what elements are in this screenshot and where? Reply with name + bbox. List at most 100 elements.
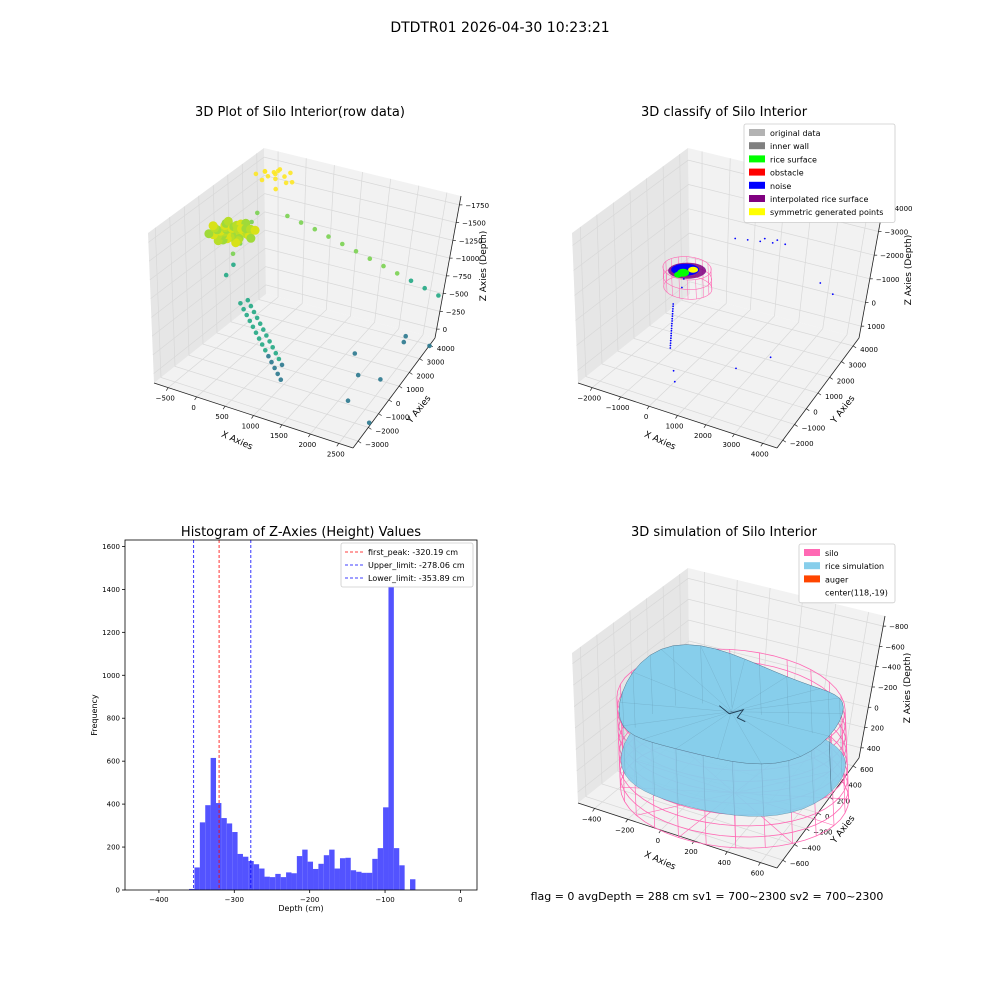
histogram-bar bbox=[232, 832, 238, 890]
raw-data-point bbox=[276, 356, 282, 362]
raw-data-x-tick bbox=[336, 443, 340, 447]
rice-mesh-line bbox=[717, 711, 732, 759]
classify-legend-swatch bbox=[749, 142, 765, 150]
raw-data-point bbox=[273, 350, 279, 356]
simulation-legend-swatch bbox=[804, 575, 820, 583]
simulation-legend-frame bbox=[798, 543, 896, 604]
raw-data-y-tick-label: 1000 bbox=[406, 386, 424, 394]
classify-x-gridline bbox=[762, 192, 872, 444]
raw-data-points bbox=[204, 167, 441, 426]
classify-noise-point bbox=[671, 312, 674, 315]
raw-data-x-tick-label: 0 bbox=[191, 404, 195, 412]
raw-data-point bbox=[401, 339, 407, 345]
rice-mesh-line bbox=[729, 653, 733, 708]
raw-data-point bbox=[355, 372, 361, 378]
classify-y-gridline bbox=[579, 226, 783, 441]
histogram-bar bbox=[259, 868, 265, 890]
classify-legend-swatch bbox=[749, 208, 765, 216]
classify-x-tick-label: −2000 bbox=[577, 395, 601, 403]
raw-data-point bbox=[249, 219, 254, 225]
histogram-frame bbox=[124, 539, 478, 891]
raw-data-y-tick bbox=[388, 399, 393, 403]
raw-data-point bbox=[283, 180, 289, 186]
silo-strut bbox=[616, 698, 621, 788]
classify-x-gridline bbox=[591, 151, 703, 388]
raw-data-ylabel: Y Axies bbox=[405, 394, 434, 427]
histogram-bar bbox=[226, 823, 233, 890]
classify-symmetric-points bbox=[688, 266, 699, 273]
raw-data-y-tick bbox=[368, 427, 372, 430]
rice-mesh-line bbox=[673, 645, 676, 706]
classify-noise-point bbox=[771, 242, 774, 244]
simulation-x-tick-label: 400 bbox=[718, 859, 731, 867]
classify-legend-swatch bbox=[749, 168, 765, 176]
histogram-x-tick-label: −400 bbox=[149, 896, 168, 904]
raw-data-x-tick-label: 2500 bbox=[327, 450, 345, 458]
rice-mesh-line bbox=[811, 750, 814, 805]
histogram-x-tick-label: −300 bbox=[225, 896, 244, 904]
classify-y-tick-label: 1000 bbox=[825, 393, 843, 401]
classify-z-gridline bbox=[575, 232, 870, 321]
histogram-bar bbox=[199, 822, 206, 890]
classify-legend-frame bbox=[743, 123, 896, 223]
classify-legend-label: symmetric generated points bbox=[770, 208, 883, 217]
status-footer: flag = 0 avgDepth = 288 cm sv1 = 700~230… bbox=[531, 890, 884, 903]
classify-noise-point bbox=[763, 237, 766, 240]
classify-noise-point bbox=[670, 327, 673, 330]
raw-data-point bbox=[238, 301, 243, 306]
raw-data-y-tick-label: −3000 bbox=[365, 441, 389, 449]
histogram-bar bbox=[307, 861, 314, 890]
raw-data-point bbox=[261, 327, 266, 332]
raw-data-point bbox=[266, 353, 271, 359]
raw-data-zlabel: Z Axies (Depth) bbox=[479, 231, 489, 302]
raw-data-point bbox=[250, 225, 260, 235]
raw-data-z-gridline bbox=[148, 174, 457, 262]
histogram-x-tick-label: −100 bbox=[375, 896, 394, 904]
raw-data-point bbox=[272, 365, 277, 371]
classify-x-tick bbox=[646, 406, 650, 410]
classify-silo-strut bbox=[678, 278, 681, 299]
histogram-bar bbox=[361, 872, 367, 890]
classify-silo-strut bbox=[662, 268, 665, 289]
raw-data-z-tick-label: −1000 bbox=[456, 255, 480, 263]
histogram-y-tick-label: 1600 bbox=[102, 543, 120, 551]
classify-noise-point bbox=[776, 239, 779, 242]
classify-left-pane bbox=[572, 148, 690, 383]
histogram-bar bbox=[410, 879, 416, 890]
rice-mesh-line bbox=[731, 659, 745, 712]
classify-legend-label: original data bbox=[770, 129, 821, 138]
classify-y-tick-label: 3000 bbox=[848, 362, 866, 370]
rice-mesh-line bbox=[675, 748, 679, 804]
raw-data-point bbox=[279, 362, 285, 368]
classify-silo-strut bbox=[702, 277, 704, 298]
raw-data-axes: −500 0 500 1000 1500 2000 2500 −3000 −2000 −1000 0… bbox=[148, 148, 489, 458]
classify-noise-point bbox=[671, 320, 673, 322]
raw-data-point bbox=[285, 213, 290, 219]
rice-mesh-line bbox=[786, 676, 789, 724]
silo-strut bbox=[844, 710, 850, 799]
classify-legend-label: inner wall bbox=[770, 142, 809, 151]
rice-mesh-line bbox=[731, 711, 762, 764]
rice-crater bbox=[719, 705, 746, 723]
simulation-x-tick bbox=[758, 862, 761, 866]
raw-data-z-gridline bbox=[149, 193, 453, 281]
histogram-legend-frame bbox=[340, 542, 474, 588]
raw-data-point bbox=[298, 220, 304, 225]
histogram-y-tick-label: 800 bbox=[107, 715, 120, 723]
classify-noise-point bbox=[672, 308, 674, 310]
raw-data-point bbox=[352, 351, 358, 356]
simulation-zlabel: Z Axies (Depth) bbox=[903, 653, 913, 724]
classify-y-tick bbox=[794, 424, 798, 427]
raw-data-point bbox=[241, 306, 246, 312]
raw-data-point bbox=[273, 176, 278, 182]
classify-x-gridline bbox=[620, 158, 731, 398]
rice-mesh-line bbox=[642, 711, 732, 740]
raw-data-point bbox=[247, 318, 253, 324]
panel-histogram: Histogram of Z-Axies (Height) Values −40… bbox=[90, 525, 478, 913]
simulation-y-tick-label: 0 bbox=[825, 813, 829, 821]
histogram-y-tick-label: 0 bbox=[116, 887, 120, 895]
raw-data-y-tick bbox=[409, 372, 413, 375]
classify-z-tick-label: −4000 bbox=[889, 205, 913, 213]
histogram-y-tick-label: 1400 bbox=[102, 586, 120, 594]
raw-data-z-tick-label: 0 bbox=[443, 326, 447, 334]
